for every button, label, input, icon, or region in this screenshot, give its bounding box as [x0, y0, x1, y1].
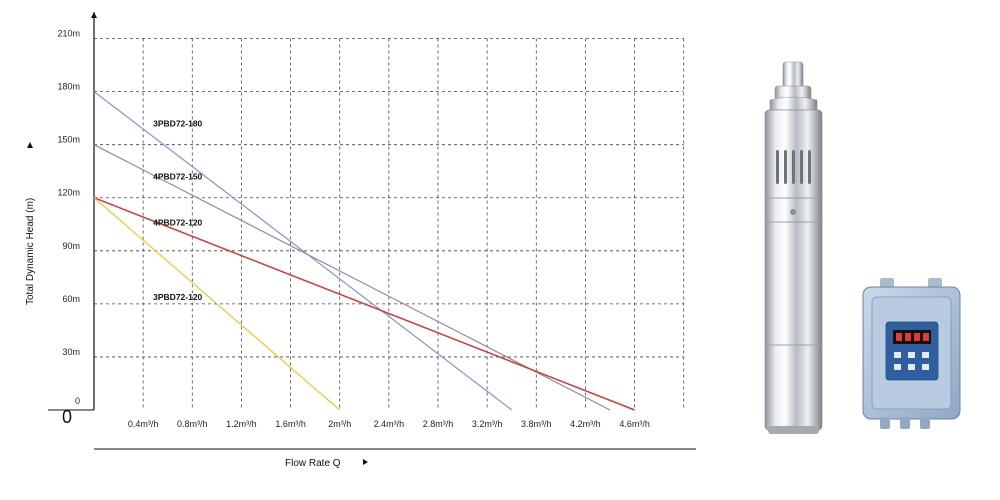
tick-labels: 0 30m 60m 90m 120m 150m 180m 210m 0.4m³/h 0.8m³/h…	[57, 29, 649, 429]
x-tick-label: 0.8m³/h	[177, 419, 208, 429]
x-axis-title: Flow Rate Q	[285, 458, 341, 469]
y-tick-label: 60m	[62, 294, 80, 304]
series-line-3PBD72-120	[93, 197, 341, 411]
series-label-3PBD72-180: 3PBD72-180	[153, 118, 202, 128]
x-tick-label: 3.8m³/h	[521, 419, 552, 429]
series-label-4PBD72-120: 4PBD72-120	[153, 217, 202, 227]
x-tick-label: 3.2m³/h	[472, 419, 503, 429]
y-axis-title: Total Dynamic Head (m)	[25, 198, 36, 305]
origin-label: 0	[62, 407, 72, 427]
x-tick-label: 4.6m³/h	[619, 419, 650, 429]
series-line-4PBD72-120	[93, 197, 635, 411]
y-tick-label: 90m	[62, 241, 80, 251]
y-axis-arrowhead-icon	[91, 12, 97, 18]
x-tick-label: 1.2m³/h	[226, 419, 257, 429]
series-lines	[93, 91, 635, 411]
y-tick-label: 180m	[57, 82, 80, 92]
grid	[94, 38, 685, 410]
x-tick-label: 1.6m³/h	[275, 419, 306, 429]
y-tick-label: 120m	[57, 188, 80, 198]
series-line-3PBD72-180	[93, 91, 513, 411]
series-label-4PBD72-150: 4PBD72-150	[153, 172, 202, 182]
x-tick-label: 4.2m³/h	[570, 419, 601, 429]
x-tick-label: 2.8m³/h	[423, 419, 454, 429]
series-label-3PBD72-120: 3PBD72-120	[153, 292, 202, 302]
x-tick-label: 2.4m³/h	[374, 419, 405, 429]
axes	[48, 12, 696, 450]
y-axis-arrow-icon	[27, 142, 33, 148]
y-tick-label: 150m	[57, 135, 80, 145]
series-labels: 3PBD72-180 4PBD72-150 4PBD72-120 3PBD72-120	[153, 118, 202, 301]
x-axis-arrow-icon	[363, 459, 368, 465]
x-tick-label: 0.4m³/h	[128, 419, 159, 429]
y-tick-label: 210m	[57, 29, 80, 39]
pump-controller-photo	[862, 278, 961, 429]
solar-pump-photo	[764, 61, 823, 434]
y-tick-label: 0	[75, 396, 80, 406]
x-tick-label: 2m³/h	[328, 419, 351, 429]
y-tick-label: 30m	[62, 347, 80, 357]
